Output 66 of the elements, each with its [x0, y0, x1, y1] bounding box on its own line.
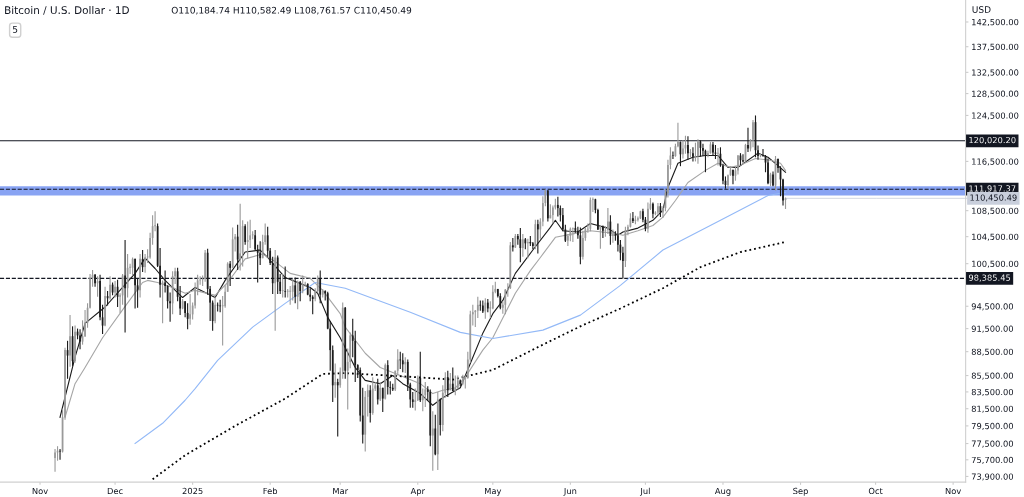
y-tick-label: 77,500.00: [971, 440, 1014, 448]
candlestick: [607, 207, 609, 235]
candlestick: [572, 226, 574, 243]
y-tick-label: 85,500.00: [971, 372, 1014, 380]
x-tick-label: Sep: [793, 487, 808, 496]
x-tick-label: May: [485, 487, 502, 496]
y-tick-label: 79,500.00: [971, 422, 1014, 431]
y-tick-label: 88,500.00: [971, 348, 1014, 356]
x-tick-label: Dec: [107, 487, 123, 495]
x-tick-label: Jun: [563, 487, 577, 496]
x-tick-label: Oct: [868, 487, 883, 495]
ref-line-label: 111,917.37: [969, 185, 1016, 193]
candlestick: [109, 275, 111, 301]
y-tick-label: 94,500.00: [971, 303, 1014, 311]
y-tick-label: 100,500.00: [972, 260, 1019, 268]
candlestick: [144, 253, 146, 274]
candlestick: [189, 293, 191, 326]
annotation: O110,184.74 H110,582.49 L108,761.57 C110,450.49: [171, 6, 412, 15]
candlestick: [767, 157, 769, 185]
chart-title: Bitcoin / U.S. Dollar · 1D: [5, 5, 129, 15]
candlestick: [682, 139, 684, 160]
candlestick: [54, 448, 56, 473]
y-tick-label: 81,500.00: [971, 405, 1014, 413]
candlestick: [104, 286, 106, 327]
x-tick-label: Feb: [263, 487, 278, 495]
y-tick-label: 104,500.00: [972, 233, 1019, 241]
candlestick: [204, 249, 207, 283]
candlestick: [69, 314, 71, 368]
ref-line-label: 120,020.20: [969, 136, 1016, 145]
x-tick-label: Mar: [333, 487, 349, 495]
candlestick: [74, 325, 76, 364]
ref-line-label: 98,385.45: [968, 274, 1011, 282]
candlestick: [672, 150, 674, 160]
candlestick: [139, 253, 141, 299]
x-tick-label: Aug: [714, 487, 731, 496]
candlestick: [291, 278, 294, 301]
candlestick: [752, 119, 754, 148]
y-tick-label: 108,500.00: [972, 207, 1019, 215]
y-tick-label: 137,500.00: [972, 43, 1019, 51]
candlestick: [239, 203, 242, 272]
y-tick-label: 128,500.00: [972, 90, 1019, 98]
candlestick: [732, 169, 734, 185]
y-tick-label: 132,500.00: [972, 69, 1019, 77]
y-axis-title: USD: [972, 6, 991, 13]
y-tick-label: 75,700.00: [971, 456, 1014, 464]
candlestick: [536, 219, 539, 254]
candlestick: [772, 171, 774, 187]
candlestick: [582, 230, 584, 261]
x-tick-label: Jul: [639, 487, 650, 496]
y-tick-label: 91,500.00: [971, 325, 1014, 333]
x-tick-label: Apr: [410, 487, 425, 496]
x-tick-label: 2025: [182, 487, 203, 495]
line-series: [151, 241, 787, 481]
candlestick: [637, 215, 639, 223]
annotation: 5: [12, 26, 18, 33]
candlestick: [647, 201, 649, 234]
annotation: 110,450.49: [970, 194, 1017, 202]
candlestick: [246, 221, 249, 260]
y-tick-label: 116,500.00: [972, 158, 1019, 166]
y-tick-label: 124,500.00: [972, 112, 1019, 120]
y-tick-label: 142,500.00: [972, 18, 1019, 27]
candlestick: [59, 448, 61, 461]
x-tick-label: Nov: [945, 487, 962, 495]
x-tick-label: Nov: [32, 487, 48, 495]
y-tick-label: 73,900.00: [971, 473, 1014, 481]
y-tick-label: 83,500.00: [971, 388, 1014, 397]
